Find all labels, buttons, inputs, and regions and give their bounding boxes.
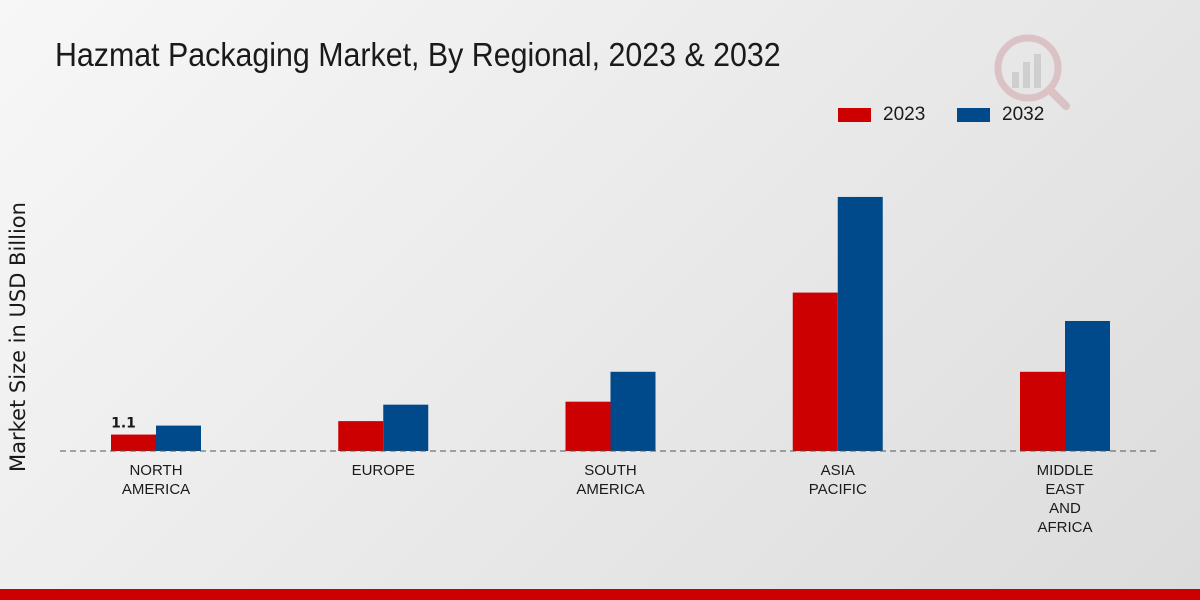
bar-2023-4 — [1020, 371, 1065, 451]
bar-2032-2 — [610, 371, 656, 451]
x-tick-label: MIDDLE — [1037, 462, 1094, 479]
x-tick-label: AMERICA — [122, 481, 190, 498]
chart-title: Hazmat Packaging Market, By Regional, 20… — [55, 36, 781, 73]
legend-item-2032: 2032 — [957, 104, 1044, 126]
x-tick-label: AFRICA — [1037, 519, 1092, 536]
bar-2032-1 — [383, 404, 429, 451]
legend-label-2032: 2032 — [1002, 104, 1045, 125]
legend-swatch-2032 — [957, 108, 990, 122]
legend-item-2023: 2023 — [838, 104, 925, 126]
legend-label-2023: 2023 — [883, 104, 926, 125]
research-logo-icon — [994, 34, 1070, 110]
x-tick-label: AND — [1049, 500, 1081, 517]
x-tick-label: EAST — [1045, 481, 1084, 498]
data-label: 1.1 — [111, 416, 136, 432]
bar-2032-3 — [837, 196, 883, 451]
bar-2032-0 — [156, 425, 201, 451]
bar-2023-3 — [792, 292, 838, 451]
x-tick-label: SOUTH — [584, 462, 637, 479]
footer-bar — [0, 589, 1200, 600]
x-tick-label: NORTH — [129, 462, 182, 479]
bar-2023-2 — [565, 401, 611, 451]
x-tick-label: EUROPE — [352, 462, 415, 479]
legend-swatch-2023 — [838, 108, 871, 122]
x-tick-label: PACIFIC — [809, 481, 867, 498]
x-tick-label: ASIA — [821, 462, 855, 479]
bar-2023-1 — [338, 421, 384, 451]
bar-2023-0 — [111, 434, 156, 451]
bar-2032-4 — [1065, 320, 1110, 451]
x-tick-label: AMERICA — [576, 481, 644, 498]
